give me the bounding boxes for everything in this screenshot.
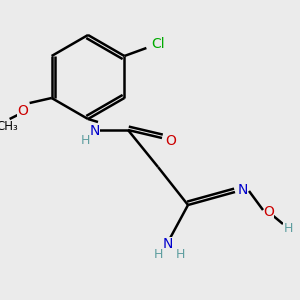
Text: CH₃: CH₃ xyxy=(0,121,19,134)
Text: N: N xyxy=(238,183,248,197)
Text: H: H xyxy=(283,221,293,235)
Text: H: H xyxy=(153,248,163,260)
Text: O: O xyxy=(166,134,176,148)
Text: O: O xyxy=(264,205,274,219)
Text: Cl: Cl xyxy=(152,37,165,51)
Text: H: H xyxy=(80,134,90,146)
Text: N: N xyxy=(90,124,100,138)
Text: N: N xyxy=(163,237,173,251)
Text: O: O xyxy=(17,104,28,118)
Text: H: H xyxy=(175,248,185,260)
